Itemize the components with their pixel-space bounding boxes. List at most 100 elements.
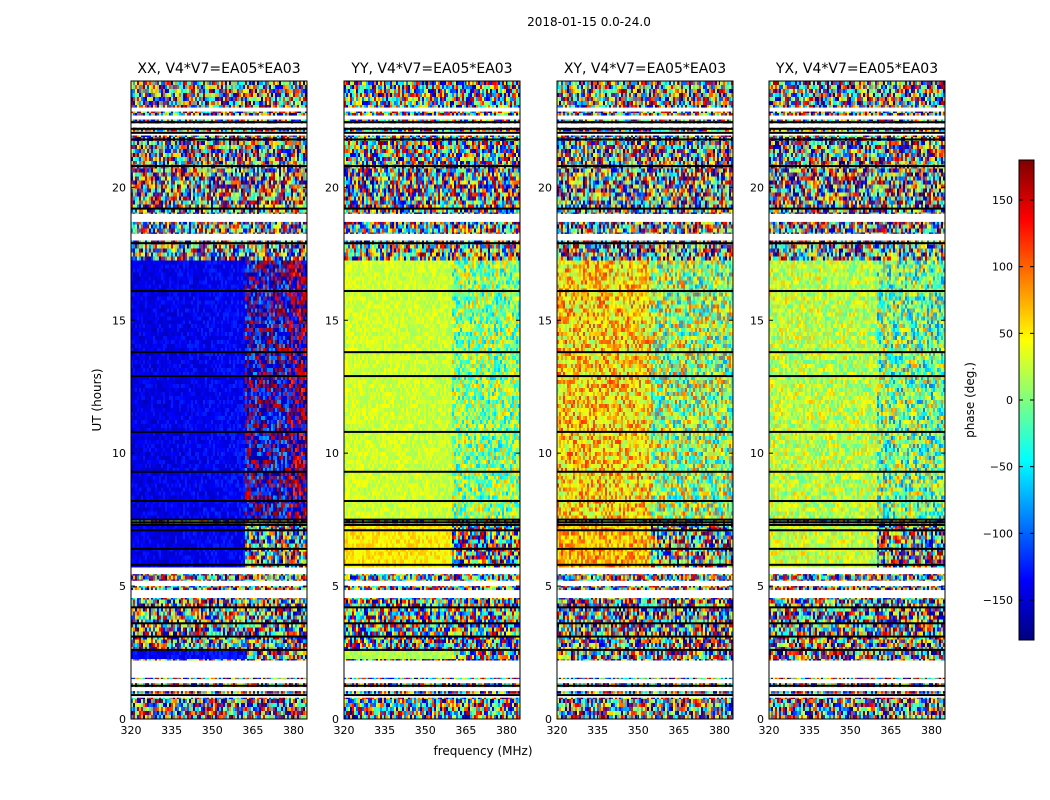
dropout-line [344, 351, 520, 354]
dropout-line [557, 131, 733, 134]
dropout-line [769, 622, 945, 625]
dropout-line [557, 207, 733, 210]
dropout-line [769, 242, 945, 245]
x-tick-label: 335 [374, 724, 395, 737]
panel-title: XX, V4*V7=EA05*EA03 [137, 61, 300, 77]
dropout-line [769, 521, 945, 524]
dropout-line [769, 500, 945, 503]
y-tick-label: 10 [538, 447, 552, 460]
flagged-gap [131, 233, 307, 241]
flagged-gap [131, 567, 307, 575]
colorbar: −150 −100 −50 0 50 100 150 [983, 159, 1035, 641]
flagged-gap [131, 107, 307, 112]
dropout-line [131, 563, 307, 566]
dropout-line [131, 470, 307, 473]
dropout-line [131, 430, 307, 433]
dropout-line [557, 684, 733, 687]
dropout-line [769, 547, 945, 550]
flagged-gap [769, 580, 945, 587]
flagged-gap [769, 213, 945, 222]
dropout-line [344, 470, 520, 473]
dropout-line [344, 131, 520, 134]
dropout-line [769, 121, 945, 124]
dropout-line [131, 165, 307, 168]
colorbar-tick-label: −100 [983, 527, 1013, 540]
colorbar-tick-label: −50 [990, 461, 1013, 474]
flagged-gap [557, 687, 733, 692]
flagged-gap [557, 107, 733, 112]
y-tick-label: 10 [112, 447, 126, 460]
y-tick-label: 15 [750, 314, 764, 327]
dropout-line [131, 684, 307, 687]
flagged-gap [557, 115, 733, 120]
x-tick-label: 335 [587, 724, 608, 737]
dropout-line [344, 529, 520, 532]
x-tick-label: 365 [880, 724, 901, 737]
y-tick-label: 20 [325, 181, 339, 194]
flagged-gap [769, 679, 945, 684]
dropout-line [344, 121, 520, 124]
dropout-line [769, 207, 945, 210]
y-tick-label: 5 [119, 580, 126, 593]
dropout-line [344, 165, 520, 168]
phase-heatmap [131, 81, 307, 719]
dropout-line [344, 207, 520, 210]
dropout-line [131, 121, 307, 124]
phase-heatmap [557, 81, 733, 719]
dropout-line [557, 121, 733, 124]
dropout-line [769, 131, 945, 134]
dropout-line [131, 523, 307, 526]
phase-heatmap [769, 81, 945, 719]
dropout-line [131, 648, 307, 651]
flagged-gap [557, 213, 733, 222]
dropout-line [557, 165, 733, 168]
flagged-gap [769, 115, 945, 120]
y-tick-label: 10 [325, 447, 339, 460]
dropout-line [344, 563, 520, 566]
x-axis-label: frequency (MHz) [433, 744, 532, 758]
x-tick-label: 365 [455, 724, 476, 737]
dropout-line [769, 529, 945, 532]
panel-4: YX, V4*V7=EA05*EA03 320 335 350 365 380 0 5 10 15… [750, 61, 946, 737]
dropout-line [557, 351, 733, 354]
flagged-gap [344, 687, 520, 692]
phase-heatmap [344, 81, 520, 719]
dropout-line [557, 470, 733, 473]
dropout-line [557, 529, 733, 532]
panel-frame [768, 80, 946, 720]
dropout-line [131, 242, 307, 245]
dropout-line [769, 351, 945, 354]
dropout-line [769, 523, 945, 526]
dropout-line [131, 518, 307, 521]
dropout-line [131, 694, 307, 697]
flagged-gap [557, 679, 733, 684]
flagged-gap [344, 580, 520, 587]
colorbar-tick-label: 50 [999, 327, 1013, 340]
x-tick-label: 380 [709, 724, 730, 737]
dropout-line [557, 500, 733, 503]
dropout-line [557, 138, 733, 141]
dropout-line [769, 430, 945, 433]
dropout-line [557, 375, 733, 378]
colorbar-label: phase (deg.) [963, 362, 977, 438]
dropout-line [344, 523, 520, 526]
flagged-gap [557, 580, 733, 587]
dropout-line [131, 622, 307, 625]
flagged-gap [344, 213, 520, 222]
y-tick-label: 20 [750, 181, 764, 194]
dropout-line [769, 290, 945, 293]
dropout-line [131, 351, 307, 354]
flagged-gap [557, 233, 733, 241]
dropout-line [557, 606, 733, 609]
dropout-line [131, 207, 307, 210]
y-tick-label: 0 [119, 713, 126, 726]
dropout-line [557, 523, 733, 526]
dropout-line [344, 430, 520, 433]
x-tick-label: 380 [921, 724, 942, 737]
dropout-line [769, 694, 945, 697]
flagged-gap [131, 590, 307, 599]
dropout-line [769, 127, 945, 130]
panel-1: XX, V4*V7=EA05*EA03 320 335 350 365 380 0 5 10 15… [112, 61, 308, 737]
dropout-line [344, 290, 520, 293]
x-tick-label: 320 [334, 724, 355, 737]
